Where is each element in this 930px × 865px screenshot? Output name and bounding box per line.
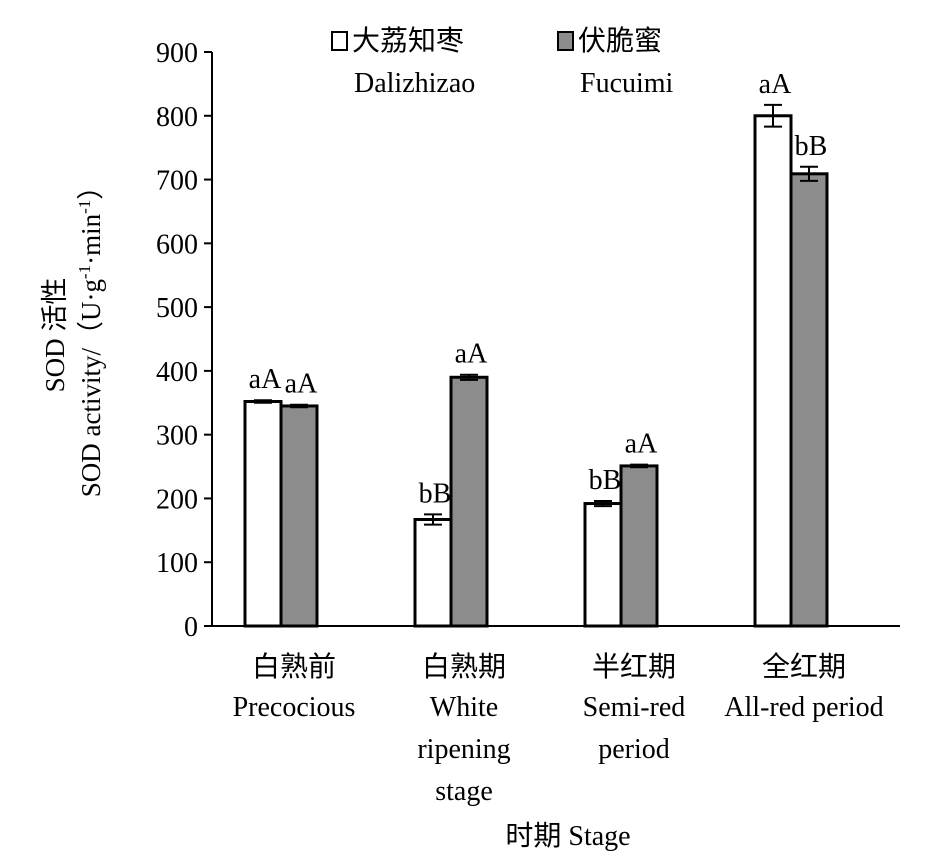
y-axis-superscript-1: -1: [75, 265, 94, 279]
bar-dalizhizao: [243, 400, 283, 628]
significance-label: aA: [759, 69, 792, 100]
y-tick-label: 100: [156, 548, 198, 579]
category-label-en: stage: [435, 776, 493, 807]
y-tick-label: 300: [156, 421, 198, 452]
category-label-zh: 半红期: [592, 651, 676, 683]
category-label-zh: 白熟前: [252, 651, 336, 683]
bar-fucuimi: [449, 375, 489, 628]
x-axis-title: 时期 Stage: [505, 820, 630, 852]
significance-label: bB: [419, 478, 452, 509]
legend-label-fucuimi-zh: 伏脆蜜: [578, 25, 662, 57]
y-axis-title-en: SOD activity/（U·g-1·min-1）: [75, 173, 106, 498]
category-labels: 白熟前 Precocious 白熟期 White ripening stage 半红期 Sem…: [233, 651, 884, 807]
y-tick-label: 900: [156, 38, 198, 69]
category-label-en: Semi-red: [583, 692, 686, 723]
bar-fucuimi: [619, 464, 659, 628]
legend-label-fucuimi-en: Fucuimi: [580, 68, 674, 99]
bar-fucuimi: [279, 404, 319, 628]
category-label-en: period: [598, 734, 670, 765]
y-tick-label: 0: [184, 612, 198, 643]
legend-swatch-dalizhizao: [331, 31, 348, 51]
category-label-en: All-red period: [724, 692, 883, 723]
legend: 大荔知枣 Dalizhizao 伏脆蜜 Fucuimi: [331, 25, 674, 99]
bar-fucuimi: [789, 172, 829, 628]
significance-label: aA: [455, 339, 488, 370]
significance-label: aA: [625, 429, 658, 460]
significance-label: bB: [589, 465, 622, 496]
y-axis-title-zh: SOD 活性: [40, 278, 70, 393]
y-axis-ticks: 0 100 200 300 400 500 600 700 800 900: [156, 38, 212, 643]
category-label-zh: 白熟期: [422, 651, 506, 683]
y-tick-label: 400: [156, 357, 198, 388]
legend-swatch-fucuimi: [557, 31, 574, 51]
bar-dalizhizao: [753, 114, 793, 628]
y-tick-label: 500: [156, 293, 198, 324]
category-label-en: White: [430, 692, 498, 723]
legend-label-dalizhizao-en: Dalizhizao: [354, 68, 475, 99]
y-tick-label: 800: [156, 102, 198, 133]
significance-label: bB: [795, 131, 828, 162]
y-tick-label: 200: [156, 484, 198, 515]
bar-dalizhizao: [583, 502, 623, 628]
y-tick-label: 700: [156, 166, 198, 197]
y-axis-superscript-2: -1: [75, 200, 94, 214]
category-label-en: Precocious: [233, 692, 356, 723]
significance-label: aA: [249, 364, 282, 395]
category-label-en: ripening: [417, 734, 510, 765]
axes: [211, 52, 900, 627]
category-label-zh: 全红期: [762, 651, 846, 683]
y-tick-label: 600: [156, 229, 198, 260]
significance-label: aA: [285, 369, 318, 400]
legend-label-dalizhizao-zh: 大荔知枣: [352, 25, 464, 57]
bar-dalizhizao: [413, 517, 453, 628]
